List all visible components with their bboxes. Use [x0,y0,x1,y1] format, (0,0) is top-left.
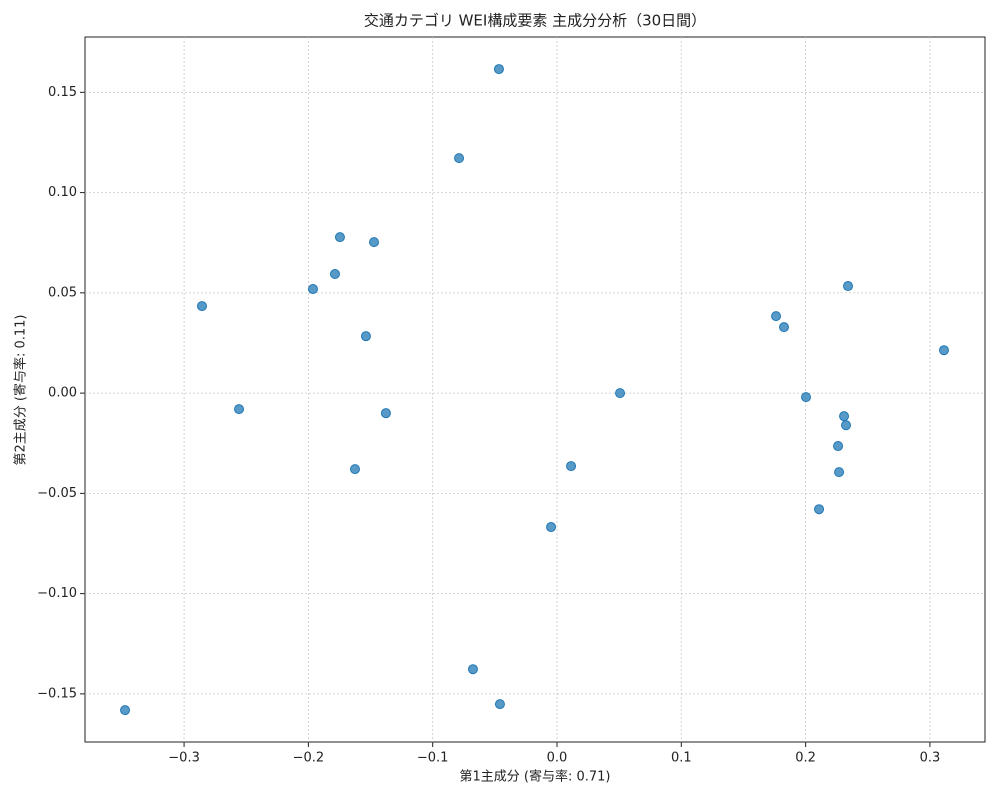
y-tick-label: 0.00 [48,386,77,401]
x-axis-label: 第1主成分 (寄与率: 0.71) [459,769,610,785]
scatter-point [120,705,131,716]
y-tick-label: 0.10 [48,185,77,200]
scatter-point [329,269,340,280]
scatter-point [350,464,360,475]
chart-title: 交通カテゴリ WEI構成要素 主成分分析（30日間） [364,12,706,30]
scatter-point [834,467,845,478]
scatter-point [196,301,207,312]
scatter-point [839,411,850,422]
scatter-point [938,345,949,356]
plot-frame [84,36,986,743]
y-tick-label: −0.05 [37,486,77,501]
y-tick-label: 0.15 [48,85,77,100]
scatter-point [841,420,852,431]
x-tick-label: 0.2 [795,751,816,766]
scatter-point [380,408,391,419]
x-tick-label: 0.3 [920,751,941,766]
scatter-point [814,504,825,515]
scatter-point [234,404,245,415]
scatter-point [369,237,380,248]
scatter-point [493,64,504,75]
x-tick-label: −0.1 [417,751,449,766]
y-axis-label: 第2主成分 (寄与率: 0.11) [13,314,29,465]
scatter-point [307,284,318,295]
scatter-point [360,331,371,342]
scatter-point [334,232,345,243]
scatter-point [778,322,789,333]
scatter-point [771,311,782,322]
scatter-point [615,388,626,399]
x-tick-label: −0.2 [293,751,325,766]
x-tick-label: 0.1 [671,751,692,766]
y-tick-label: −0.10 [37,586,77,601]
scatter-point [494,699,505,710]
scatter-point [546,522,557,533]
x-tick-label: −0.3 [168,751,200,766]
scatter-point [843,281,854,292]
scatter-point [566,461,577,472]
y-tick-label: −0.15 [37,686,77,701]
scatter-point [800,392,811,403]
x-tick-label: 0.0 [547,751,568,766]
scatter-point [467,664,478,675]
y-tick-label: 0.05 [48,285,77,300]
scatter-point [454,153,465,164]
scatter-point [833,441,844,452]
